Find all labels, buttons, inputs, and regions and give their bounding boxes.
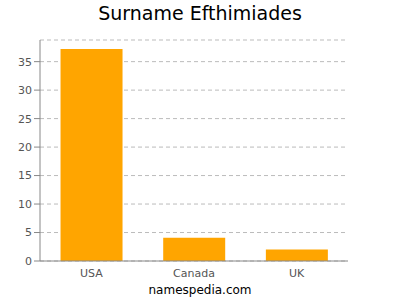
html-text:Surname Efthimiades: Surname Efthimiades — [98, 2, 302, 24]
svg-text:Canada: Canada — [173, 267, 215, 280]
svg-text:30: 30 — [18, 84, 32, 97]
svg-text:10: 10 — [18, 198, 32, 211]
html-text:namespedia.com: namespedia.com — [148, 283, 252, 297]
svg-text:35: 35 — [18, 56, 32, 69]
svg-text:20: 20 — [18, 141, 32, 154]
svg-text:0: 0 — [25, 255, 32, 268]
svg-text:USA: USA — [80, 267, 103, 280]
svg-text:5: 5 — [25, 226, 32, 239]
svg-text:15: 15 — [18, 169, 32, 182]
svg-text:25: 25 — [18, 113, 32, 126]
svg-text:UK: UK — [289, 267, 305, 280]
